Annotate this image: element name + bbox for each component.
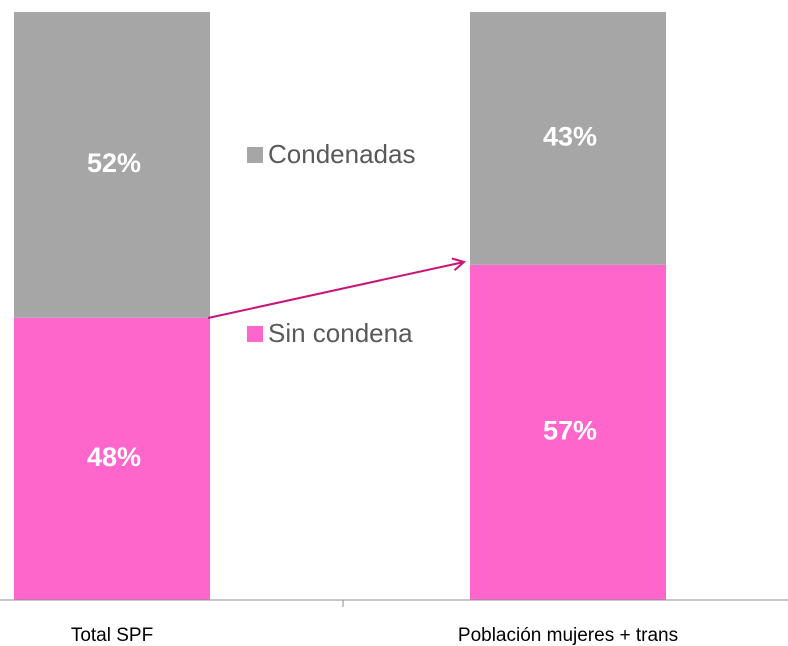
value-label: 57% <box>543 416 597 446</box>
bar-segment <box>470 264 666 600</box>
x-tick-label: Población mujeres + trans <box>458 625 678 646</box>
x-tick-label: Total SPF <box>71 625 153 646</box>
bar-segment <box>14 12 210 318</box>
bar-segment <box>14 317 210 600</box>
value-label: 48% <box>87 442 141 472</box>
bar-segment <box>470 12 666 265</box>
arrow <box>207 262 464 319</box>
bars: 48% 52% 57% 43% <box>14 12 666 600</box>
legend-label: Condenadas <box>268 139 415 169</box>
legend-swatch <box>247 326 263 342</box>
legend: Sin condena Condenadas <box>247 139 415 348</box>
legend-swatch <box>247 147 263 163</box>
value-label: 43% <box>543 122 597 152</box>
legend-label: Sin condena <box>268 318 413 348</box>
value-label: 52% <box>87 148 141 178</box>
